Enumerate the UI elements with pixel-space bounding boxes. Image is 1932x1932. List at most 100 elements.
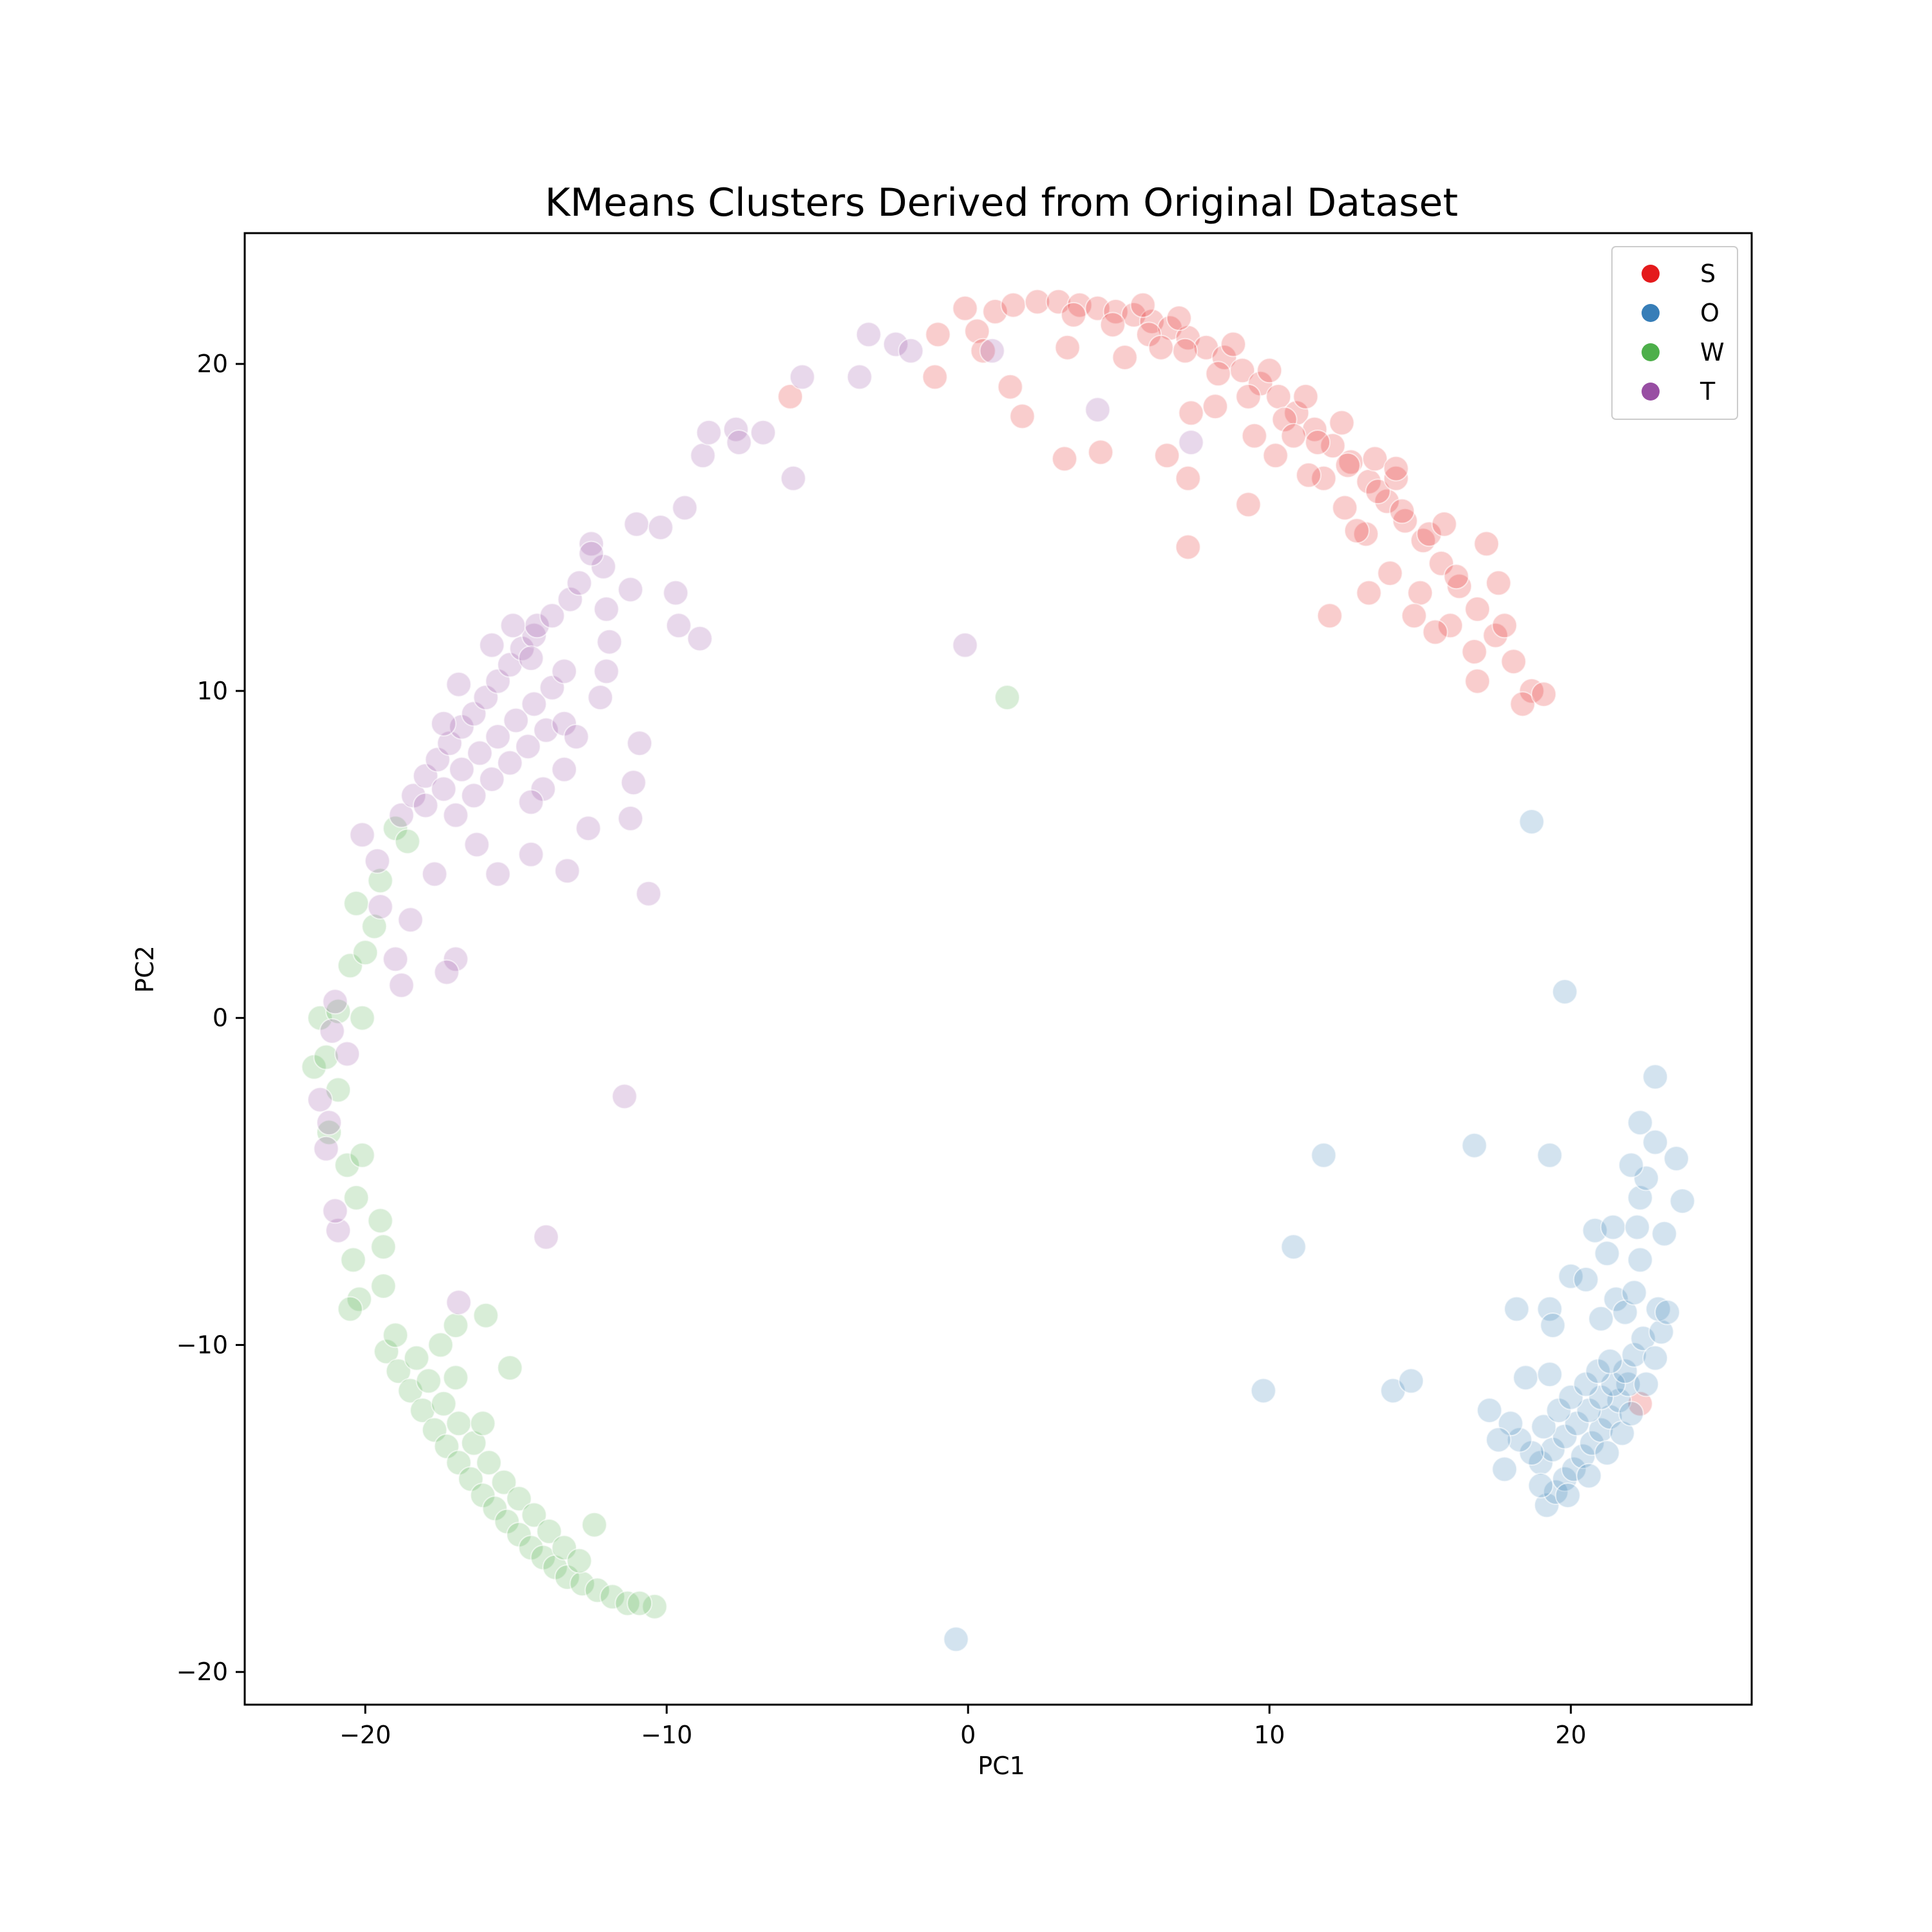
- data-point-T: [460, 782, 487, 809]
- data-point-S: [1000, 292, 1027, 318]
- data-point-S: [1088, 439, 1114, 466]
- data-point-S: [1332, 495, 1358, 521]
- data-point-O: [1654, 1299, 1680, 1325]
- data-point-S: [1202, 393, 1228, 420]
- data-point-O: [1669, 1188, 1696, 1214]
- data-point-W: [627, 1590, 653, 1616]
- data-point-W: [316, 1119, 342, 1146]
- data-point-O: [1594, 1440, 1620, 1466]
- data-point-T: [578, 531, 605, 557]
- data-point-O: [1250, 1378, 1276, 1404]
- data-point-S: [1443, 564, 1470, 590]
- data-point-W: [352, 940, 379, 966]
- data-point-S: [1099, 312, 1126, 338]
- data-point-O: [1485, 1426, 1511, 1453]
- data-point-O: [1633, 1165, 1660, 1191]
- data-point-W: [367, 1208, 393, 1234]
- data-point-S: [1401, 603, 1427, 629]
- data-point-S: [925, 321, 951, 348]
- data-point-T: [882, 331, 909, 357]
- data-point-T: [623, 511, 650, 537]
- data-point-S: [1052, 446, 1077, 472]
- data-point-O: [1558, 1263, 1584, 1289]
- data-point-T: [388, 802, 415, 828]
- legend-marker-W: [1642, 343, 1660, 361]
- data-point-O: [943, 1626, 969, 1653]
- data-point-T: [500, 612, 526, 639]
- data-point-T: [618, 576, 643, 603]
- data-point-T: [397, 907, 424, 933]
- data-point-S: [1024, 289, 1050, 315]
- data-point-S: [997, 374, 1023, 400]
- data-point-S: [922, 364, 948, 390]
- data-point-T: [367, 894, 393, 920]
- data-point-W: [497, 1355, 523, 1381]
- data-point-W: [569, 1571, 596, 1597]
- data-point-S: [1175, 534, 1201, 560]
- data-point-T: [325, 1217, 352, 1244]
- data-point-T: [313, 1135, 339, 1162]
- data-point-S: [1383, 455, 1409, 482]
- data-point-S: [1392, 507, 1418, 534]
- data-point-T: [696, 419, 722, 446]
- data-point-O: [1642, 1345, 1669, 1371]
- data-point-S: [1485, 570, 1511, 596]
- data-point-O: [1504, 1296, 1530, 1322]
- data-point-S: [1343, 518, 1370, 544]
- data-point-T: [846, 364, 873, 390]
- data-point-S: [1362, 446, 1388, 472]
- data-point-T: [539, 603, 565, 629]
- data-point-W: [473, 1302, 499, 1329]
- data-point-W: [337, 952, 363, 979]
- data-point-O: [1531, 1414, 1557, 1440]
- data-point-S: [1296, 462, 1321, 488]
- data-point-S: [1501, 649, 1527, 675]
- data-point-S: [1492, 612, 1518, 639]
- data-point-O: [1618, 1401, 1644, 1427]
- data-point-W: [403, 1345, 430, 1371]
- data-point-T: [723, 416, 749, 442]
- y-axis-label: PC2: [131, 945, 159, 993]
- data-point-S: [1374, 488, 1400, 515]
- data-point-O: [1642, 1129, 1669, 1155]
- data-point-W: [343, 890, 370, 916]
- data-point-T: [780, 465, 806, 491]
- data-point-T: [898, 337, 924, 364]
- data-point-S: [1241, 422, 1267, 449]
- data-point-T: [322, 989, 348, 1015]
- data-point-O: [1594, 1240, 1620, 1267]
- data-point-O: [1618, 1152, 1644, 1179]
- data-point-S: [1437, 612, 1463, 639]
- data-point-O: [1576, 1463, 1602, 1489]
- data-point-T: [551, 756, 578, 782]
- data-point-S: [1377, 560, 1403, 587]
- data-point-T: [611, 1083, 638, 1110]
- data-point-S: [777, 383, 804, 410]
- data-point-T: [672, 495, 698, 521]
- data-point-W: [343, 1184, 370, 1211]
- data-point-T: [518, 841, 544, 867]
- data-point-O: [1648, 1319, 1674, 1345]
- chart-title: KMeans Clusters Derived from Original Da…: [545, 180, 1458, 225]
- data-point-S: [1175, 465, 1201, 491]
- data-point-S: [1473, 531, 1500, 557]
- y-tick-label: −20: [176, 1658, 228, 1686]
- data-point-W: [383, 1322, 408, 1349]
- data-point-S: [1365, 478, 1391, 505]
- data-point-T: [478, 766, 505, 792]
- data-point-S: [1045, 289, 1072, 315]
- data-point-S: [1211, 345, 1237, 370]
- data-point-T: [566, 570, 592, 596]
- data-point-O: [1615, 1371, 1642, 1397]
- data-point-O: [1600, 1214, 1626, 1240]
- data-point-T: [485, 861, 511, 887]
- data-point-W: [374, 1338, 399, 1365]
- y-tick-label: −10: [176, 1331, 228, 1359]
- data-point-T: [518, 789, 544, 815]
- data-point-S: [1262, 442, 1289, 469]
- data-point-W: [581, 1511, 607, 1538]
- legend-marker-S: [1642, 265, 1660, 283]
